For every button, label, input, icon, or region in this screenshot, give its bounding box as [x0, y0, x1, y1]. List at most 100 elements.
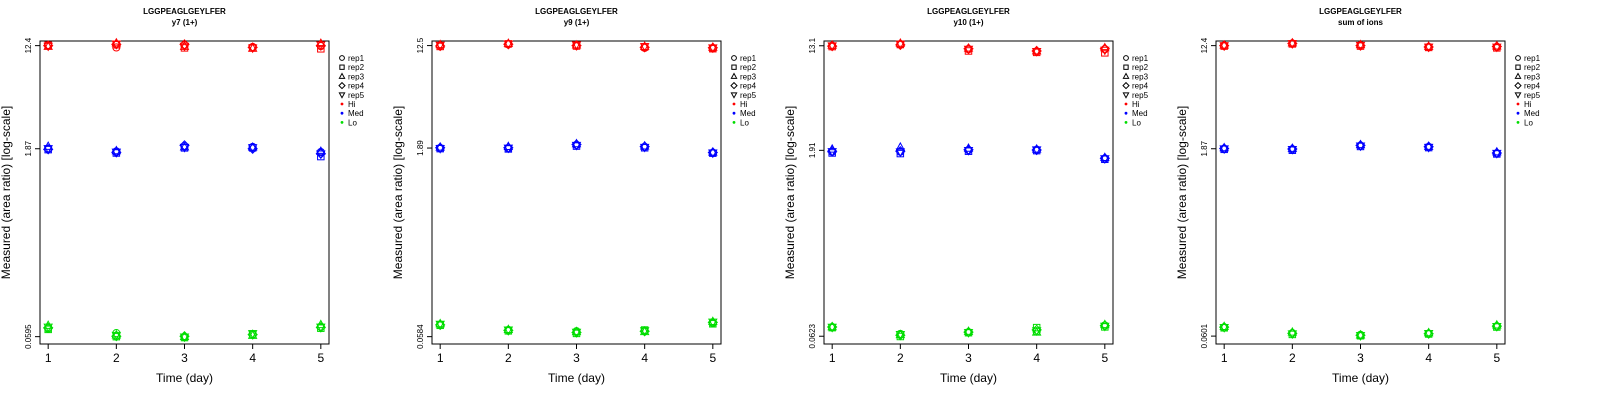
data-point-lo-rep5 — [895, 330, 906, 340]
legend-label: rep5 — [1524, 91, 1541, 100]
x-tick-label: 2 — [505, 351, 512, 365]
data-point-lo-rep5 — [179, 333, 190, 343]
legend-rep5-symbol — [338, 92, 346, 99]
x-axis-label: Time (day) — [940, 371, 997, 385]
data-point-med-rep5 — [247, 144, 258, 153]
data-point-lo-rep5 — [1100, 322, 1110, 332]
legend-label: Hi — [740, 100, 748, 109]
data-point-med-rep3 — [1100, 152, 1110, 162]
data-point-lo-rep5 — [503, 326, 514, 336]
legend-label: rep4 — [740, 82, 757, 91]
legend-rep4-symbol — [338, 81, 346, 90]
legend-rep1-symbol — [731, 55, 737, 61]
data-point-lo-rep3 — [827, 321, 837, 331]
data-point-hi-rep5 — [179, 42, 190, 52]
chart-subtitle: sum of ions — [1338, 18, 1383, 27]
x-tick-label: 5 — [1101, 351, 1108, 365]
legend-label: Lo — [1524, 118, 1533, 127]
panel-4: LGGPEAGLGEYLFER sum of ions 1 2 3 4 5 Time (day… — [1175, 7, 1541, 385]
legend-label: Med — [1524, 109, 1540, 118]
x-tick-label: 4 — [249, 351, 256, 365]
legend-hi-dot — [1516, 102, 1520, 106]
legend-hi-dot — [340, 102, 344, 106]
legend-label: Med — [740, 109, 756, 118]
chart-title: LGGPEAGLGEYLFER — [1319, 7, 1402, 16]
legend-rep2-symbol — [1123, 64, 1129, 70]
data-point-med-rep3 — [1423, 141, 1434, 150]
data-point-lo-rep3 — [1355, 329, 1366, 339]
data-point-med-rep5 — [43, 145, 53, 154]
legend-label: Med — [1132, 109, 1148, 118]
x-tick-label: 2 — [113, 351, 120, 365]
data-point-hi-rep5 — [247, 44, 258, 54]
legend-label: rep4 — [1524, 82, 1541, 91]
legend-label: Lo — [740, 118, 749, 127]
chart-title: LGGPEAGLGEYLFER — [535, 7, 618, 16]
chart-subtitle: y9 (1+) — [564, 18, 590, 27]
y-tick-label: 12.4 — [24, 37, 33, 53]
data-point-hi-rep2 — [1101, 49, 1109, 57]
x-tick-label: 3 — [1357, 351, 1364, 365]
y-tick-label: 13.1 — [808, 37, 817, 53]
x-axis-label: Time (day) — [156, 371, 213, 385]
data-point-hi-rep3 — [1355, 39, 1366, 49]
data-point-hi-rep3 — [1031, 45, 1042, 55]
legend-rep3-symbol — [730, 72, 738, 79]
x-tick-label: 3 — [573, 351, 580, 365]
data-point-med-rep5 — [179, 143, 190, 153]
legend-label: rep1 — [740, 54, 757, 63]
data-point-lo-rep5 — [827, 323, 837, 333]
legend-label: rep4 — [1132, 82, 1149, 91]
data-point-lo-rep5 — [571, 328, 582, 338]
data-point-med-rep5 — [1031, 146, 1042, 156]
data-point-lo-rep5 — [1287, 330, 1298, 340]
data-point-lo-rep3 — [1492, 319, 1502, 329]
legend-rep1-symbol — [1123, 55, 1129, 61]
data-point-lo-rep5 — [435, 320, 445, 330]
data-point-hi-rep5 — [1492, 43, 1502, 53]
data-point-lo-rep5 — [1219, 323, 1229, 333]
x-tick-label: 4 — [1033, 351, 1040, 365]
data-point-med-rep3 — [639, 140, 650, 150]
data-point-med-rep3 — [1492, 146, 1502, 156]
legend-rep2-symbol — [731, 64, 737, 70]
data-point-lo-rep5 — [43, 323, 53, 333]
data-point-hi-rep3 — [503, 38, 514, 47]
x-tick-label: 2 — [897, 351, 904, 365]
y-tick-label: 1.91 — [808, 142, 817, 158]
x-tick-label: 5 — [1493, 351, 1500, 365]
y-axis-label: Measured (area ratio) [log-scale] — [1175, 106, 1189, 279]
data-point-med-rep5 — [435, 144, 445, 154]
data-point-hi-rep3 — [1492, 40, 1502, 50]
data-point-hi-rep2 — [317, 45, 325, 53]
data-point-lo-rep5 — [316, 323, 326, 333]
data-point-lo-rep3 — [1423, 327, 1434, 337]
legend-hi-dot — [732, 102, 736, 106]
data-point-hi-rep3 — [963, 42, 974, 52]
data-point-lo-rep3 — [1100, 319, 1110, 329]
legend-label: rep3 — [740, 72, 757, 81]
data-point-med-rep5 — [1287, 145, 1298, 155]
legend-rep1-symbol — [339, 55, 345, 61]
panel-2: LGGPEAGLGEYLFER y9 (1+) 1 2 3 4 5 Time (day) 0.0… — [391, 7, 757, 385]
plot-frame — [1215, 40, 1506, 345]
data-point-lo-rep5 — [111, 331, 122, 341]
legend-label: rep4 — [348, 82, 365, 91]
data-point-lo-rep5 — [963, 329, 974, 338]
legend-label: rep2 — [740, 63, 757, 72]
legend-rep5-symbol — [1514, 92, 1522, 99]
legend-label: rep1 — [348, 54, 365, 63]
legend-label: Hi — [1132, 100, 1140, 109]
legend-rep1-symbol — [1515, 55, 1521, 61]
y-axis-label: Measured (area ratio) [log-scale] — [391, 106, 405, 279]
data-point-med-rep5 — [1492, 149, 1502, 159]
data-point-med-rep5 — [111, 148, 122, 158]
data-point-med-rep5 — [1355, 142, 1366, 152]
data-point-med-rep3 — [708, 146, 718, 156]
plot-frame — [39, 40, 330, 345]
legend-label: rep3 — [348, 72, 365, 81]
data-point-lo-rep3 — [111, 329, 122, 339]
data-point-med-rep3 — [1287, 143, 1298, 152]
legend-label: rep2 — [348, 63, 365, 72]
